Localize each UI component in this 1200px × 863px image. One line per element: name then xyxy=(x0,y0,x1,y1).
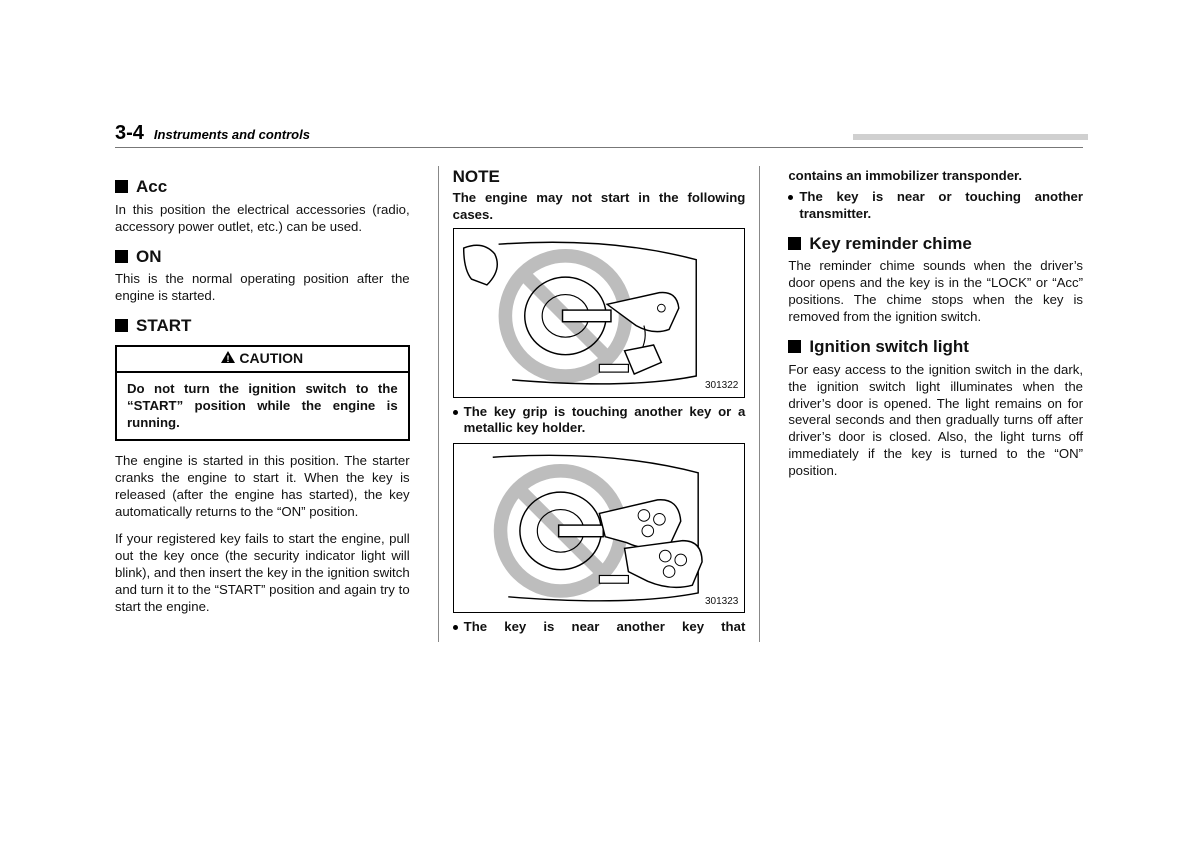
figure-2: 301323 xyxy=(453,443,746,613)
bullet-icon xyxy=(788,195,793,200)
para-start-1: The engine is started in this position. … xyxy=(115,453,410,521)
heading-start-text: START xyxy=(136,315,191,337)
note-title: NOTE xyxy=(453,166,746,188)
column-3: contains an immobilizer transponder. The… xyxy=(788,166,1083,642)
square-bullet-icon xyxy=(115,180,128,193)
section-title: Instruments and controls xyxy=(154,127,310,142)
heading-chime: Key reminder chime xyxy=(788,233,1083,255)
column-2: NOTE The engine may not start in the fol… xyxy=(438,166,761,642)
continuation-1: contains an immobilizer transponder. xyxy=(788,168,1083,185)
square-bullet-icon xyxy=(115,319,128,332)
para-start-2: If your registered key fails to start th… xyxy=(115,531,410,615)
para-acc: In this position the electrical accessor… xyxy=(115,202,410,236)
bullet-icon xyxy=(453,410,458,415)
heading-on: ON xyxy=(115,246,410,268)
figure-1-svg xyxy=(454,229,745,397)
continuation-2-text: The key is near or touching another tran… xyxy=(799,189,1083,223)
figure-1: 301322 xyxy=(453,228,746,398)
figure-1-caption-text: The key grip is touching another key or … xyxy=(464,404,746,438)
square-bullet-icon xyxy=(115,250,128,263)
heading-on-text: ON xyxy=(136,246,162,268)
figure-2-caption-text: The key is near another key that xyxy=(464,619,746,636)
caution-box-header: ! CAUTION xyxy=(115,345,410,373)
figure-2-number: 301323 xyxy=(705,596,738,609)
para-light: For easy access to the ignition switch i… xyxy=(788,362,1083,480)
caution-box-body: Do not turn the ignition switch to the “… xyxy=(115,373,410,442)
warning-triangle-icon: ! xyxy=(221,351,235,363)
bullet-icon xyxy=(453,625,458,630)
caution-label-text: CAUTION xyxy=(239,350,303,366)
heading-light-text: Ignition switch light xyxy=(809,336,969,358)
heading-chime-text: Key reminder chime xyxy=(809,233,972,255)
para-chime: The reminder chime sounds when the drive… xyxy=(788,258,1083,326)
para-on: This is the normal operating position af… xyxy=(115,271,410,305)
continuation-2-line: The key is near or touching another tran… xyxy=(788,189,1083,223)
heading-acc: Acc xyxy=(115,176,410,198)
figure-2-svg xyxy=(454,444,745,612)
square-bullet-icon xyxy=(788,237,801,250)
manual-page: 3-4 Instruments and controls Acc In this… xyxy=(115,122,1083,642)
page-number: 3-4 xyxy=(115,122,144,145)
heading-start: START xyxy=(115,315,410,337)
figure-1-caption: The key grip is touching another key or … xyxy=(453,404,746,438)
heading-light: Ignition switch light xyxy=(788,336,1083,358)
figure-1-number: 301322 xyxy=(705,380,738,393)
columns: Acc In this position the electrical acce… xyxy=(115,166,1083,642)
note-lead: The engine may not start in the followin… xyxy=(453,190,746,224)
svg-text:!: ! xyxy=(227,354,230,363)
figure-2-caption: The key is near another key that xyxy=(453,619,746,636)
square-bullet-icon xyxy=(788,340,801,353)
header-gray-bar xyxy=(853,134,1088,140)
column-1: Acc In this position the electrical acce… xyxy=(115,166,410,642)
heading-acc-text: Acc xyxy=(136,176,167,198)
